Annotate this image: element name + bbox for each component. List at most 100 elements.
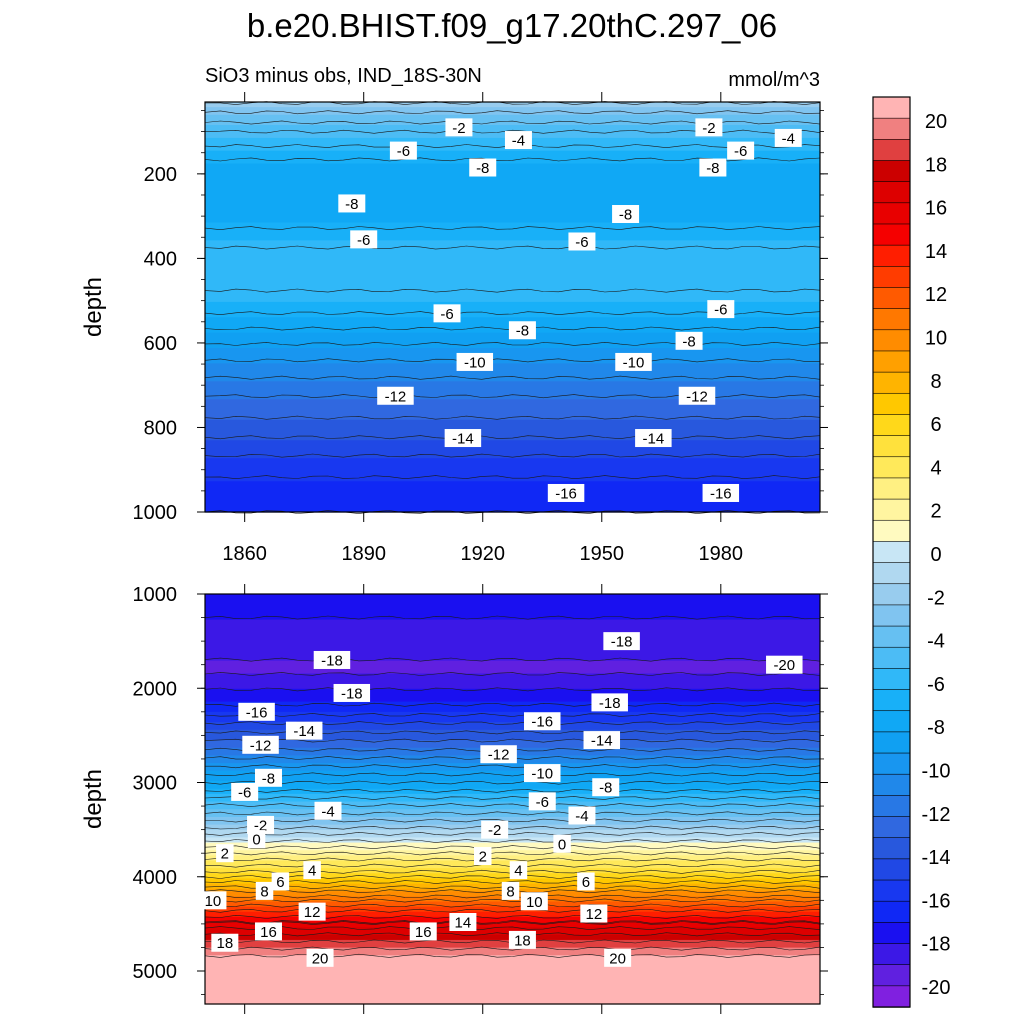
contour-band	[205, 963, 820, 967]
colorbar-label: 0	[930, 544, 941, 566]
contour-label-bg	[255, 881, 274, 900]
colorbar-cell	[872, 519, 911, 543]
contour-band	[205, 478, 820, 482]
contour-label-bg	[254, 768, 282, 787]
contour-band	[205, 258, 820, 262]
contour-band	[205, 804, 820, 808]
contour-band	[205, 709, 820, 713]
contour-label: -16	[531, 714, 553, 731]
contour-band	[205, 225, 820, 229]
contour-band	[205, 509, 820, 513]
contour-band	[205, 594, 820, 598]
y-tick-label: 3000	[133, 773, 178, 795]
contour-line	[204, 880, 821, 884]
contour-band	[205, 376, 820, 380]
contour-band	[205, 263, 820, 267]
colorbar-cell	[872, 392, 911, 416]
contour-label-bg	[508, 321, 536, 340]
colorbar-cell	[872, 160, 911, 183]
contour-band	[205, 486, 820, 490]
contour-band	[205, 840, 820, 844]
contour-line	[204, 245, 821, 250]
contour-line	[204, 713, 821, 717]
contour-line	[204, 920, 821, 924]
contour-line	[204, 358, 821, 363]
colorbar-cell	[872, 477, 911, 500]
contour-label-bg	[480, 745, 517, 764]
contour-band	[205, 255, 820, 259]
x-axis	[244, 584, 722, 1014]
contour-band	[205, 632, 820, 636]
contour-label-bg	[199, 891, 227, 910]
contour-label: -6	[575, 234, 588, 251]
contour-band	[205, 824, 820, 828]
colorbar-label: -4	[927, 631, 945, 653]
contour-band	[205, 337, 820, 341]
contour-band	[205, 609, 820, 613]
contour-band	[205, 432, 820, 436]
contour-label-bg	[333, 683, 371, 702]
contour-label-bg	[583, 731, 621, 750]
contour-line	[204, 921, 821, 925]
contour-label-bg	[603, 632, 640, 651]
contour-band	[205, 199, 820, 203]
contour-band	[205, 834, 820, 839]
contour-label: 10	[526, 894, 543, 911]
contour-band	[205, 450, 820, 454]
contour-band	[205, 427, 820, 431]
contour-band	[205, 691, 820, 695]
contour-band	[205, 291, 820, 295]
contour-label: 6	[582, 874, 590, 891]
contour-labels: -2 -4 -6 -8 -2 -4 -6 -8 -8 -8 -6 -6 -6 -6 -8 -8 -10 -10 -1…	[338, 118, 802, 502]
x-tick-label: 1920	[460, 543, 505, 565]
contour-band	[205, 778, 820, 782]
contour-band	[205, 353, 820, 357]
contour-band	[205, 763, 820, 767]
contour-band	[205, 345, 820, 349]
contour-label: -8	[599, 780, 612, 797]
contour-label: -6	[238, 784, 251, 801]
contour-band	[205, 122, 820, 126]
contour-label: -12	[250, 737, 272, 754]
contour-band	[205, 163, 820, 167]
contour-band	[205, 148, 820, 152]
contour-band	[205, 819, 820, 823]
contour-band	[205, 970, 820, 974]
contour-band	[205, 496, 820, 500]
contour-band	[205, 734, 820, 739]
contour-band	[205, 663, 820, 667]
contour-label-bg	[303, 861, 321, 880]
contour-band	[205, 422, 820, 426]
contour-band	[205, 814, 820, 818]
contour-label-bg	[604, 948, 632, 967]
contour-label: -10	[464, 354, 486, 371]
contour-label: -12	[686, 388, 708, 405]
contour-label: -6	[714, 302, 727, 319]
colorbar-cell	[872, 689, 911, 712]
contour-label: -8	[706, 160, 719, 177]
contour-band	[205, 637, 820, 641]
contour-label-bg	[247, 815, 275, 834]
x-tick-label: 1950	[580, 543, 625, 565]
contour-band	[205, 209, 820, 213]
contour-band	[205, 991, 820, 995]
contour-band	[205, 435, 820, 439]
contour-band	[205, 307, 820, 311]
contour-band	[205, 383, 820, 388]
contour-label: -18	[611, 634, 633, 651]
contour-band	[205, 201, 820, 206]
contour-band	[205, 627, 820, 631]
contour-label: 10	[205, 893, 222, 910]
contour-line	[204, 857, 821, 862]
lower-panel: 10002000300040005000depth-18-20-18-18-18…	[80, 584, 828, 1014]
contour-label: 14	[455, 915, 472, 932]
contour-label-bg	[456, 352, 494, 371]
colorbar-cell	[872, 139, 911, 162]
contour-label-bg	[271, 872, 290, 891]
contour-band	[205, 204, 820, 208]
contour-band	[205, 476, 820, 480]
contour-band	[205, 816, 820, 821]
contour-band	[205, 278, 820, 282]
contour-band	[205, 460, 820, 464]
